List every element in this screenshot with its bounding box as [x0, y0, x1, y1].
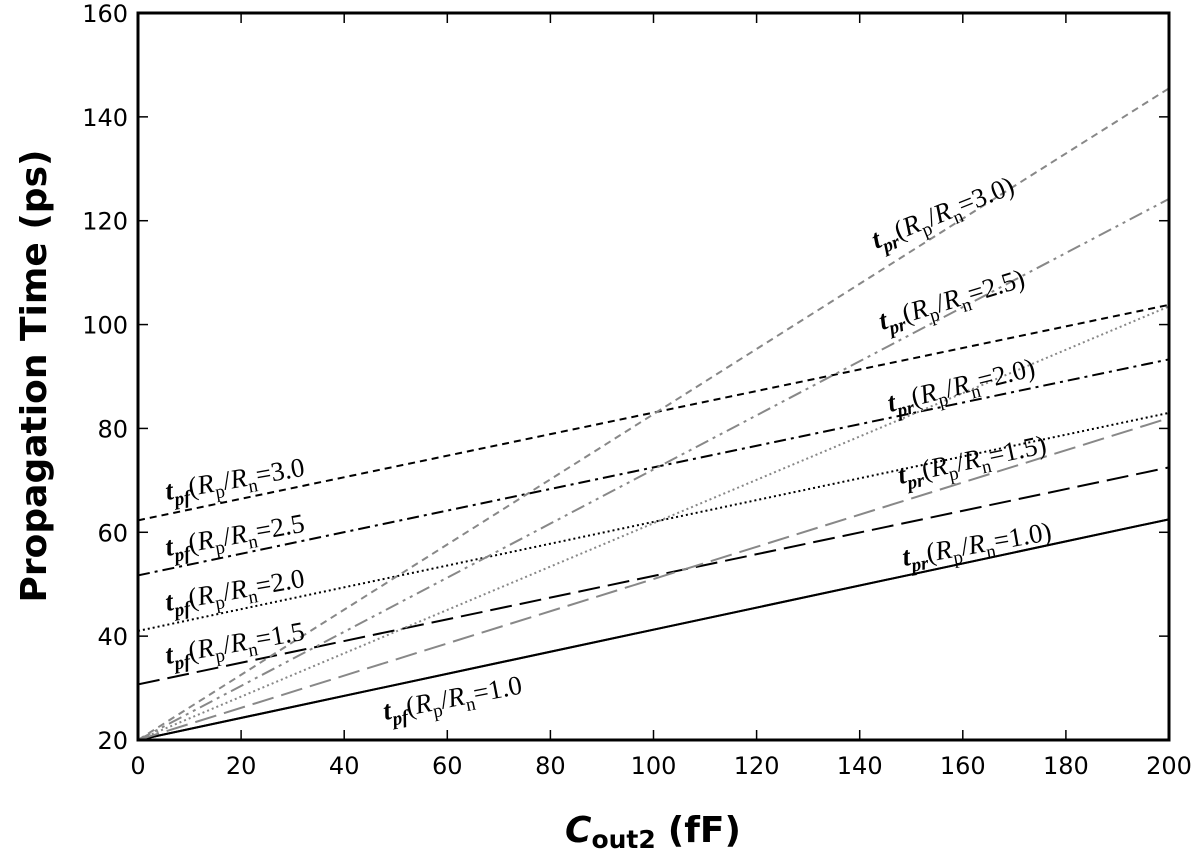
x-tick-label: 200 [1146, 752, 1192, 780]
curve-label-part: =2.5 [253, 508, 306, 546]
curve-label-part: R [194, 468, 217, 501]
curve-label-part: p [214, 592, 227, 614]
series-line-tpr-2-5 [138, 198, 1169, 740]
curve-label-part: R [932, 534, 955, 567]
curve-label-part: pf [171, 651, 194, 675]
series-line-tpf-1-5 [138, 466, 1169, 686]
curve-label-tpf-2-0: tpf(Rp/Rn=2.0 [163, 563, 308, 623]
curve-label-part: pr [904, 470, 927, 495]
curve-label-part: p [214, 645, 227, 667]
curve-label-part: =3.0 [253, 452, 306, 490]
curve-label-part: =1.5) [986, 429, 1049, 470]
x-tick-label: 140 [837, 752, 883, 780]
curve-label-tpf-1-0: tpf(Rp/Rn=1.0 [380, 670, 525, 732]
y-tick-label: 80 [97, 415, 128, 443]
curve-label-part: pr [908, 553, 931, 577]
curve-label-part: R [960, 443, 984, 476]
x-tick-label: 40 [329, 752, 360, 780]
y-tick-label: 60 [97, 519, 128, 547]
x-tick-label: 20 [226, 752, 257, 780]
curve-label-part: R [444, 681, 467, 714]
x-axis-title: Cout2 (fF) [565, 810, 741, 854]
series-line-tpr-1-5 [138, 417, 1169, 740]
curve-label-tpf-3-0: tpf(Rp/Rn=3.0 [163, 452, 308, 512]
x-tick-label: 60 [432, 752, 463, 780]
curve-label-part: R [227, 573, 250, 606]
x-tick-label: 80 [535, 752, 566, 780]
curve-label-tpr-1-0: tpr(Rp/Rn=1.0) [900, 516, 1055, 578]
series-line-tpf-3-0 [138, 303, 1169, 522]
curve-label-part: p [431, 700, 444, 722]
curve-label-part: n [464, 694, 478, 717]
curve-label-part: R [194, 579, 217, 612]
curve-label-part: =2.0 [253, 563, 306, 601]
curve-label-part: =1.0 [471, 670, 525, 709]
curve-label-tpr-1-5: tpr(Rp/Rn=1.5) [895, 429, 1050, 496]
curve-label-part: =1.5 [253, 616, 306, 654]
curve-label-part: =1.0) [991, 516, 1053, 556]
curve-label-part: n [247, 586, 260, 608]
x-tick-label: 180 [1043, 752, 1089, 780]
curve-label-part: p [952, 547, 965, 569]
curve-label-part: R [227, 626, 250, 659]
curve-label-part: pf [171, 543, 194, 567]
series-layer [138, 87, 1169, 740]
x-tick-label: 120 [734, 752, 780, 780]
series-line-tpf-2-0 [138, 411, 1169, 632]
curve-label-part: R [194, 524, 217, 557]
y-tick-label: 160 [82, 0, 128, 28]
curve-label-part: =3.0) [953, 170, 1018, 220]
curve-labels-layer: tpf(Rp/Rn=1.0tpf(Rp/Rn=1.5tpf(Rp/Rn=2.0t… [163, 170, 1055, 732]
curve-label-part: R [927, 450, 951, 483]
curve-label-tpr-3-0: tpr(Rp/Rn=3.0) [867, 170, 1020, 260]
y-axis-title: Propagation Time (ps) [14, 150, 55, 603]
x-axis-title-unit: (fF) [668, 810, 741, 851]
curve-label-part: R [965, 528, 988, 561]
curve-label-tpf-1-5: tpf(Rp/Rn=1.5 [163, 616, 308, 676]
y-tick-label: 20 [97, 727, 128, 755]
x-tick-label: 100 [631, 752, 677, 780]
ticks-layer: 0 20 40 60 80 100 120 140 160 180 2002040608010012… [82, 0, 1192, 780]
curve-label-part: pf [171, 487, 194, 511]
curve-label-part: pf [171, 598, 194, 622]
curve-label-part: pf [389, 706, 412, 730]
curve-label-part: R [194, 632, 217, 665]
x-tick-label: 160 [940, 752, 986, 780]
y-tick-label: 120 [82, 208, 128, 236]
series-line-tpr-1-0 [138, 518, 1169, 740]
curve-label-part: n [985, 541, 998, 563]
x-axis-title-main: C [565, 810, 592, 851]
curve-label-part: p [214, 537, 227, 559]
curve-label-tpf-2-5: tpf(Rp/Rn=2.5 [163, 508, 308, 568]
x-tick-label: 0 [130, 752, 145, 780]
y-tick-label: 140 [82, 104, 128, 132]
curve-label-part: n [247, 639, 260, 661]
curve-label-part: n [247, 475, 260, 497]
curve-label-part: R [227, 462, 250, 495]
series-line-tpr-2-0 [138, 305, 1169, 740]
x-axis-title-sub: out2 [591, 825, 655, 854]
curve-label-part: =2.5) [964, 263, 1028, 309]
curve-label-part: R [411, 687, 434, 720]
curve-label-tpr-2-0: tpr(Rp/Rn=2.0) [884, 352, 1039, 423]
y-tick-label: 100 [82, 312, 128, 340]
curve-label-part: R [227, 518, 250, 551]
curve-label-part: p [214, 481, 227, 503]
curve-label-tpr-2-5: tpr(Rp/Rn=2.5) [875, 263, 1030, 342]
series-line-tpf-2-5 [138, 358, 1169, 577]
curve-label-part: p [947, 463, 961, 486]
y-tick-label: 40 [97, 623, 128, 651]
curve-label-part: n [247, 531, 260, 553]
